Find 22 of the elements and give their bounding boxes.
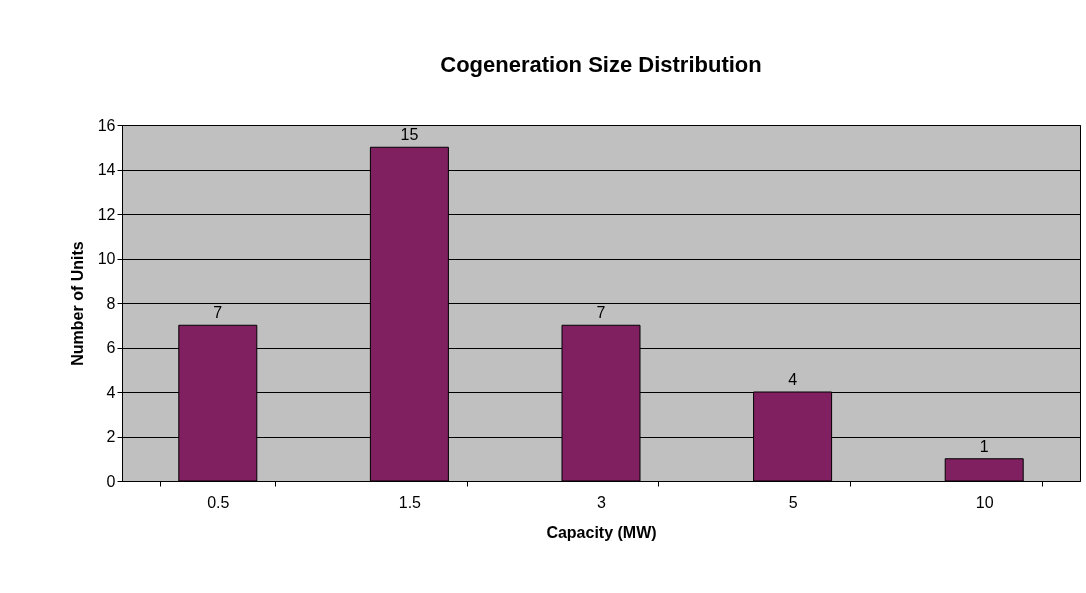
- y-tick-label: 8: [106, 294, 116, 312]
- y-tick-label: 14: [97, 161, 116, 178]
- y-tick-label: 6: [106, 339, 116, 356]
- y-axis-title: Number of Units: [68, 241, 86, 366]
- x-tick-label: 1.5: [398, 493, 422, 511]
- y-tick-label: 12: [97, 205, 116, 223]
- y-tick-label: 16: [97, 116, 116, 134]
- y-tick-label: 0: [106, 472, 116, 490]
- x-tick-label: 0.5: [207, 493, 230, 511]
- x-tick-label: 3: [597, 493, 607, 511]
- y-tick-label: 4: [106, 383, 116, 401]
- x-axis-title: Capacity (MW): [546, 523, 657, 541]
- y-tick-label: 2: [106, 428, 116, 445]
- data-label: 4: [788, 371, 798, 388]
- y-tick-label: 10: [97, 250, 116, 267]
- data-label: 15: [400, 126, 419, 144]
- data-label: 1: [979, 437, 989, 455]
- data-label: 7: [596, 304, 606, 322]
- data-label: 7: [213, 304, 223, 322]
- x-tick-label: 5: [788, 493, 798, 511]
- chart-title: Cogeneration Size Distribution: [440, 52, 762, 77]
- x-tick-label: 10: [975, 493, 994, 511]
